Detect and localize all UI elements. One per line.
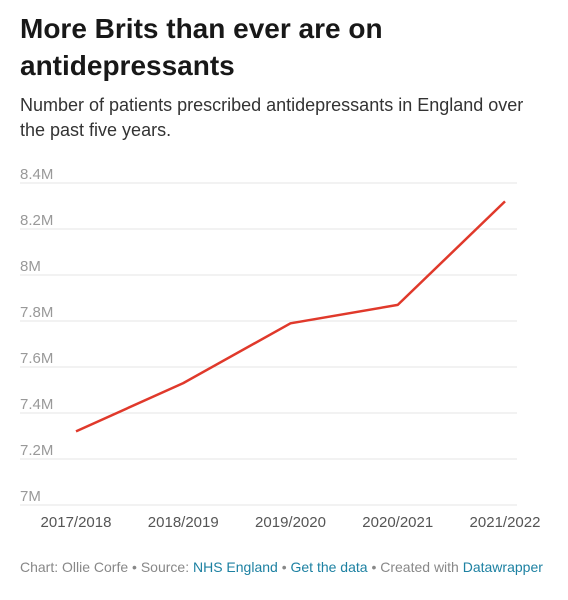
x-tick-label: 2018/2019 [148, 514, 219, 531]
chart-title: More Brits than ever are on antidepressa… [20, 13, 383, 81]
source-label: Source: [140, 559, 190, 575]
footer: Chart: Ollie Corfe • Source: NHS England… [20, 557, 550, 577]
tool-link[interactable]: Datawrapper [462, 559, 543, 575]
get-data-link[interactable]: Get the data [290, 559, 368, 575]
y-tick-label: 8.2M [20, 212, 53, 229]
y-tick-label: 7M [20, 488, 41, 505]
y-tick-label: 7.8M [20, 304, 53, 321]
separator: • [371, 559, 377, 575]
y-tick-label: 7.6M [20, 350, 53, 367]
data-line [75, 200, 506, 433]
credit: Chart: Ollie Corfe [20, 559, 129, 575]
y-tick-label: 7.4M [20, 396, 53, 413]
chart: 7M 7.2M 7.4M 7.6M 7.8M 8M 8.2M 8.4M 2017/2018 201… [20, 166, 541, 531]
x-tick-label: 2020/2021 [362, 514, 433, 531]
x-tick-label: 2019/2020 [255, 514, 326, 531]
y-tick-label: 8.4M [20, 166, 53, 183]
y-tick-label: 8M [20, 258, 41, 275]
chart-subtitle: Number of patients prescribed antidepres… [20, 95, 524, 140]
separator: • [132, 559, 137, 575]
x-tick-label: 2017/2018 [41, 514, 112, 531]
source-link[interactable]: NHS England [192, 559, 278, 575]
separator: • [281, 559, 287, 575]
y-tick-label: 7.2M [20, 442, 53, 459]
created-with: Created with [380, 559, 459, 575]
x-tick-label: 2021/2022 [470, 514, 541, 531]
